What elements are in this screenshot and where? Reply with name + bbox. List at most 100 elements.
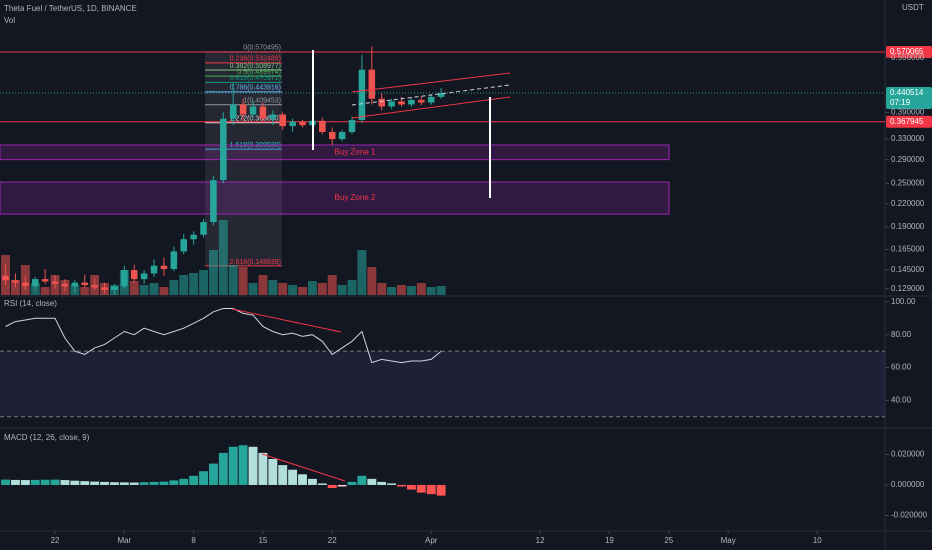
channel-line xyxy=(351,72,511,93)
volume-bar xyxy=(397,285,406,295)
volume-bar xyxy=(357,250,367,295)
candle-body xyxy=(338,131,346,140)
y-tick-label: -0.020000 xyxy=(891,511,928,520)
candle-body xyxy=(328,131,336,140)
y-tick-label: 0.190000 xyxy=(891,222,925,231)
y-tick-label: 0.000000 xyxy=(891,480,925,489)
volume-bar xyxy=(387,287,397,295)
macd-bar xyxy=(70,480,80,485)
y-tick-label: 0.250000 xyxy=(891,178,925,187)
buy-zone xyxy=(0,144,670,161)
drawings xyxy=(231,50,511,482)
x-tick-label: 8 xyxy=(191,536,196,545)
macd-bar xyxy=(189,475,199,485)
candle-body xyxy=(150,265,158,274)
volume-label: Vol xyxy=(4,16,15,25)
macd-bar xyxy=(179,478,189,485)
volume-bar xyxy=(268,280,278,295)
macd-bar xyxy=(258,452,268,485)
macd-bar xyxy=(228,446,238,485)
candle-body xyxy=(210,180,217,223)
fib-label: 1.272(0.365650) xyxy=(230,116,281,123)
chart-title: Theta Fuel / TetherUS, 1D, BINANCE xyxy=(4,4,137,13)
macd-bar xyxy=(307,478,317,485)
candle-body xyxy=(160,265,168,269)
y-tick-label: 80.00 xyxy=(891,330,912,339)
candle-body xyxy=(140,273,148,280)
candle-body xyxy=(368,69,376,99)
volume-bar xyxy=(228,265,238,295)
x-tick-label: 22 xyxy=(328,536,337,545)
x-tick-label: May xyxy=(721,536,736,545)
candle-body xyxy=(81,282,89,286)
volume-bar xyxy=(40,287,50,295)
y-tick-label: 0.145000 xyxy=(891,265,925,274)
macd-bar xyxy=(248,446,258,485)
macd-bar xyxy=(288,469,298,485)
countdown: 07:19 xyxy=(890,98,911,107)
macd-bar xyxy=(426,484,436,495)
y-tick-label: 60.00 xyxy=(891,363,912,372)
candle-body xyxy=(408,99,415,105)
candle-body xyxy=(239,104,247,115)
volume-bar xyxy=(179,275,189,295)
macd-bar xyxy=(20,480,30,485)
macd-bar xyxy=(436,484,446,496)
candle-body xyxy=(229,104,237,119)
x-tick-label: 15 xyxy=(258,536,267,545)
volume-bar xyxy=(208,250,218,295)
volume-bar xyxy=(258,275,268,295)
volume-bar xyxy=(426,287,436,295)
volume-bar xyxy=(129,281,139,295)
macd-bar xyxy=(149,481,159,485)
candle-body xyxy=(388,101,395,107)
macd-bar xyxy=(218,452,228,485)
fib-label: 0.618(0.470971) xyxy=(230,75,281,82)
macd-bar xyxy=(208,463,218,485)
candle-body xyxy=(418,99,425,103)
fib-label: 0.382(0.508977) xyxy=(230,63,281,70)
y-tick-label: 0.390000 xyxy=(891,108,925,117)
macd-bar xyxy=(317,483,327,485)
macd-title: MACD (12, 26, close, 9) xyxy=(4,433,90,442)
price-tag-label: 0.570065 xyxy=(890,47,924,56)
volume-bar xyxy=(248,283,258,295)
buy-zone-label: Buy Zone 2 xyxy=(335,193,376,202)
macd-bar xyxy=(397,484,406,487)
rsi-divergence xyxy=(231,308,342,333)
x-tick-label: 19 xyxy=(605,536,614,545)
macd-bar xyxy=(367,478,377,485)
x-tick-label: Mar xyxy=(117,536,131,545)
candle-body xyxy=(61,283,69,287)
candle-body xyxy=(111,286,118,290)
volume-bar xyxy=(139,285,149,295)
macd-bar xyxy=(387,483,397,485)
buy-zone xyxy=(0,181,670,215)
volume-bar xyxy=(367,267,377,295)
y-tick-label: 0.165000 xyxy=(891,245,925,254)
candle-body xyxy=(22,282,29,287)
candle-body xyxy=(101,287,108,290)
candle-body xyxy=(41,279,49,282)
channel-mid xyxy=(351,84,511,106)
last-price-tag xyxy=(886,87,932,110)
volume-bar xyxy=(298,287,307,295)
volume-bar xyxy=(377,283,387,295)
fib-box xyxy=(205,51,282,266)
macd-bar xyxy=(30,479,40,485)
volume-bar xyxy=(169,280,179,295)
macd-bar xyxy=(139,482,149,485)
macd-bar xyxy=(238,445,248,485)
y-tick-label: 40.00 xyxy=(891,395,912,404)
macd-bar xyxy=(100,481,109,485)
volume-bar xyxy=(317,283,327,295)
candle-body xyxy=(348,119,356,132)
volume-bar xyxy=(327,275,337,295)
macd-bar xyxy=(159,481,169,485)
y-tick-label: 0.550000 xyxy=(891,53,925,62)
volume-bar xyxy=(347,280,357,295)
macd-bar xyxy=(119,482,129,485)
candle-body xyxy=(259,106,267,119)
macd-bar xyxy=(268,459,278,485)
